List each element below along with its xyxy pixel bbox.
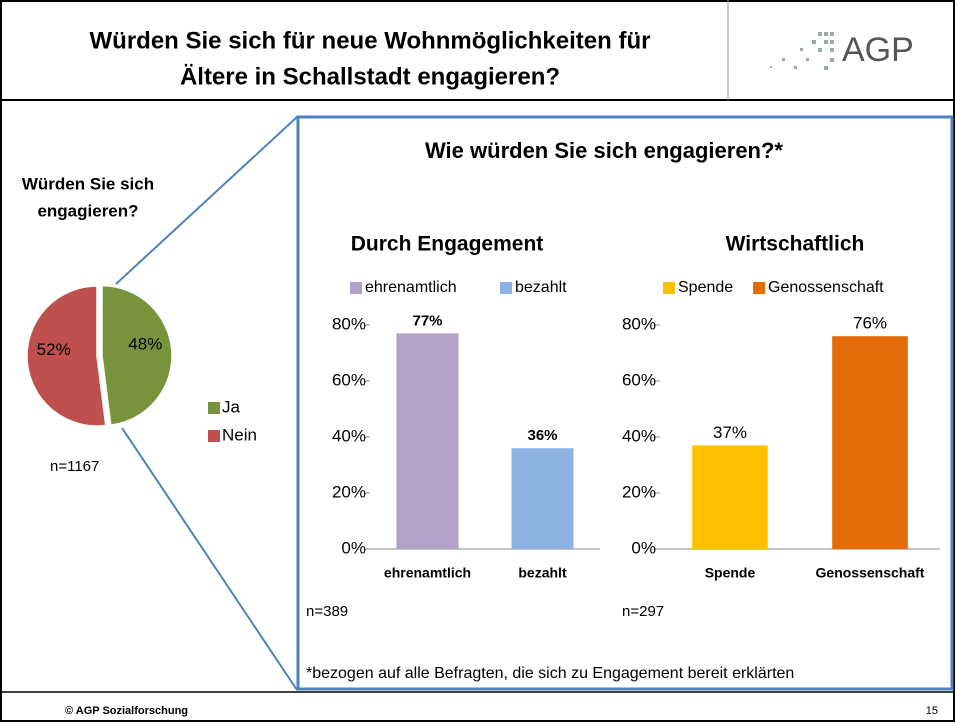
legend-label: Nein <box>222 425 257 444</box>
pie-title: engagieren? <box>37 201 138 220</box>
pie-slice <box>101 284 173 426</box>
y-tick-label: 0% <box>631 538 656 557</box>
legend-label: Spende <box>678 279 733 296</box>
value-label: 77% <box>412 312 442 329</box>
legend-swatch <box>350 282 362 294</box>
y-tick-label: 40% <box>622 426 656 445</box>
bar <box>396 333 459 549</box>
legend-label: Ja <box>222 397 241 416</box>
legend-label: bezahlt <box>515 279 567 296</box>
value-label: 76% <box>853 314 887 333</box>
value-label: 36% <box>527 427 557 444</box>
pie-title: Würden Sie sich <box>22 174 154 193</box>
x-tick-label: ehrenamtlich <box>384 565 471 581</box>
header-title: Ältere in Schallstadt engagieren? <box>180 63 560 90</box>
pie-slice <box>26 285 107 427</box>
panel-title: Wie würden Sie sich engagieren?* <box>425 138 783 163</box>
logo: AGP <box>842 31 914 69</box>
x-tick-label: Genossenschaft <box>816 565 925 581</box>
zoom-panel <box>296 115 954 691</box>
sample-size: n=389 <box>306 603 348 620</box>
y-tick-label: 60% <box>332 370 366 389</box>
legend-swatch <box>208 402 220 414</box>
legend-swatch <box>500 282 512 294</box>
y-tick-label: 20% <box>332 482 366 501</box>
x-tick-label: bezahlt <box>518 565 567 581</box>
slice-label: 52% <box>37 340 71 359</box>
chart-title: Durch Engagement <box>351 233 544 256</box>
logo-dots <box>770 32 834 70</box>
y-tick-label: 40% <box>332 426 366 445</box>
zoom-line <box>121 427 298 691</box>
bar <box>692 445 768 549</box>
legend-swatch <box>663 282 675 294</box>
legend-label: ehrenamtlich <box>365 279 457 296</box>
footnote: *bezogen auf alle Befragten, die sich zu… <box>306 665 794 682</box>
legend-label: Genossenschaft <box>768 279 884 296</box>
footer-text: © AGP Sozialforschung <box>65 705 188 717</box>
y-tick-label: 20% <box>622 482 656 501</box>
x-tick-label: Spende <box>705 565 756 581</box>
y-tick-label: 0% <box>341 538 366 557</box>
y-tick-label: 60% <box>622 370 656 389</box>
legend-swatch <box>208 430 220 442</box>
header-title: Würden Sie sich für neue Wohnmöglichkeit… <box>90 27 651 54</box>
value-label: 37% <box>713 423 747 442</box>
y-tick-label: 80% <box>332 314 366 333</box>
bar <box>511 448 574 549</box>
legend-swatch <box>753 282 765 294</box>
sample-size: n=1167 <box>50 458 99 475</box>
slice-label: 48% <box>128 334 162 353</box>
zoom-line <box>115 116 298 285</box>
chart-title: Wirtschaftlich <box>726 233 865 256</box>
y-tick-label: 80% <box>622 314 656 333</box>
page-number: 15 <box>926 705 938 717</box>
sample-size: n=297 <box>622 603 664 620</box>
bar <box>832 336 908 549</box>
